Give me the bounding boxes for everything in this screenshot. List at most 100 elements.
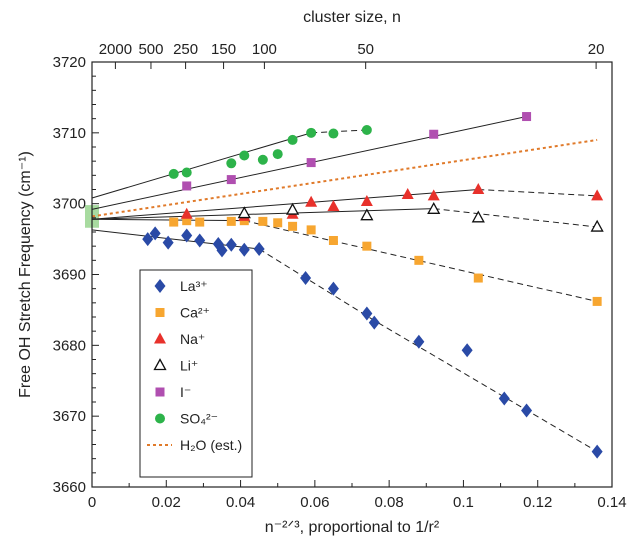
data-point-la3 [238,242,250,257]
x-tick-label: 0.02 [152,494,181,511]
x-axis-label: n⁻²ᐟ³, proportional to 1/r² [265,519,440,536]
legend-swatch [155,413,165,424]
data-point-ca2 [226,216,236,226]
legend-label: La³⁺ [180,278,208,294]
x-tick-label: 0.12 [523,494,552,511]
data-point-so42 [328,128,339,139]
data-point-la3 [461,343,473,358]
data-point-la3 [149,226,161,241]
axes: 3660 3670 3680 3690 3700 3710 3720 0 0.02 0.04 0.0… [17,9,627,536]
legend-swatch [153,358,167,371]
series-ca2 [169,216,602,306]
data-point-ca2 [328,236,338,245]
fit-line-so42 [91,132,312,199]
data-point-so42 [272,149,283,160]
data-point-la3 [591,444,603,459]
legend-entry-ca2: Ca²⁺ [155,305,210,321]
fit-extension-li [433,208,598,228]
data-point-i [306,158,316,168]
legend-entry-li: Li⁺ [153,358,198,374]
y-tick-label: 3710 [53,125,86,142]
plot-area [85,112,604,459]
top-tick-label: 20 [588,41,605,58]
data-point-ca2 [169,217,179,227]
data-point-la3 [521,403,533,418]
legend-label: H₂O (est.) [180,437,242,453]
data-point-so42 [306,127,317,138]
data-point-na [327,200,340,211]
legend-label: SO₄²⁻ [180,411,218,427]
legend-label: Na⁺ [180,331,205,347]
x-tick-label: 0 [88,494,96,511]
data-point-na [591,189,604,201]
top-tick-label: 100 [252,41,277,58]
y-tick-label: 3660 [53,479,86,496]
y-tick-label: 3700 [53,196,86,213]
legend-entry-i: I⁻ [155,384,191,400]
data-point-la3 [327,281,339,296]
series-li [237,201,604,232]
fit-line-na [91,189,479,220]
data-point-la3 [181,228,193,243]
data-point-la3 [216,243,228,258]
data-point-ca2 [258,216,268,226]
top-axis-label: cluster size, n [303,9,401,26]
data-point-so42 [361,125,372,135]
data-point-ca2 [195,217,205,227]
top-tick-label: 150 [211,41,236,58]
y-tick-label: 3680 [53,337,86,354]
data-point-la3 [142,232,154,247]
data-point-so42 [226,158,237,169]
data-point-la3 [300,271,312,286]
y-tick-label: 3670 [53,408,86,425]
data-point-ca2 [273,218,283,228]
series-la3 [142,226,603,459]
data-point-na [360,195,373,207]
data-point-ca2 [288,221,298,231]
legend-swatch [154,279,166,293]
data-point-la3 [498,391,510,406]
fit-line-li [91,208,434,220]
legend-entry-h2o-est: H₂O (est.) [147,437,242,453]
x-tick-label: 0.08 [375,494,404,511]
data-point-so42 [257,154,268,165]
top-tick-label: 50 [357,41,374,58]
data-point-i [522,112,532,122]
data-point-li [471,210,485,223]
fit-extension-na [478,189,598,197]
data-point-la3 [162,235,174,250]
legend-entry-la3: La³⁺ [154,278,208,294]
data-point-li [285,202,300,215]
data-point-ca2 [592,296,602,306]
fit-extension-so42 [311,129,367,134]
data-point-li [590,219,604,232]
legend-label: Li⁺ [180,358,198,374]
data-point-li [360,208,374,221]
x-tick-label: 0.1 [453,494,474,511]
y-axis-label: Free OH Stretch Frequency (cm⁻¹) [17,151,34,398]
data-point-la3 [225,237,237,252]
data-point-so42 [239,150,250,161]
legend-swatch [155,387,165,397]
x-tick-label: 0.04 [226,494,255,511]
data-point-na [401,187,414,199]
legend-entry-so42: SO₄²⁻ [155,411,218,427]
data-point-i [226,175,236,185]
data-point-ca2 [182,216,192,226]
data-point-na [180,207,193,219]
legend-box [139,269,253,478]
legend-label: I⁻ [180,384,191,400]
legend-swatch [155,308,165,317]
data-point-ca2 [362,241,372,251]
top-tick-label: 250 [173,41,198,58]
data-point-ca2 [473,273,483,283]
data-point-na [472,183,485,194]
data-point-so42 [168,168,179,179]
data-point-la3 [413,334,425,349]
series-so42 [168,125,372,179]
h2o-estimate-line [91,138,598,218]
fit-line-ca2 [91,218,245,222]
top-tick-label: 2000 [99,41,132,58]
data-point-li [427,201,441,214]
